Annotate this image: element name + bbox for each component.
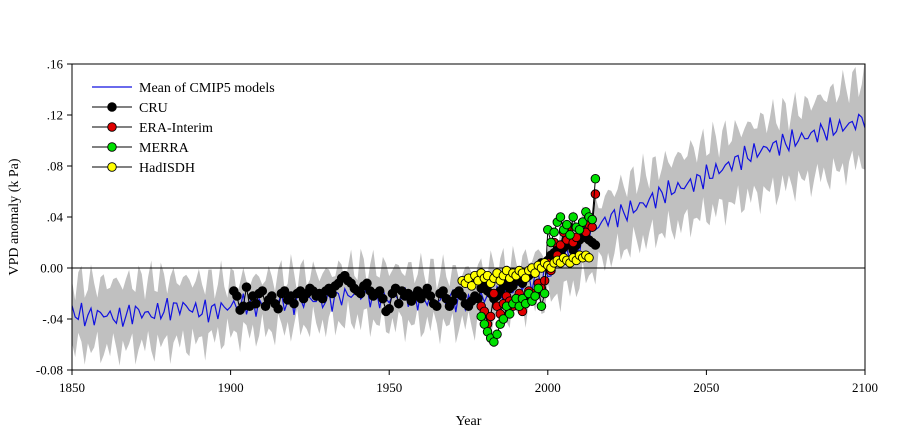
merra-point — [533, 283, 544, 294]
era-point — [489, 288, 499, 299]
legend: Mean of CMIP5 models CRU ERA-Interim MERRA H… — [92, 81, 275, 176]
legend-label: CRU — [139, 101, 168, 116]
cru-point — [232, 291, 242, 301]
legend-label: HadISDH — [139, 161, 195, 176]
x-tick-label: 2050 — [693, 380, 719, 395]
cmip5-spread-layer — [72, 64, 865, 366]
merra-point — [546, 237, 556, 248]
merra-point — [498, 314, 509, 324]
merra-point — [562, 219, 572, 230]
x-tick-label: 1850 — [59, 380, 85, 395]
y-tick-label: .16 — [47, 57, 64, 72]
legend-label: ERA-Interim — [139, 121, 213, 136]
y-tick-label: -.04 — [42, 312, 63, 327]
cru-point — [251, 298, 261, 309]
merra-series — [476, 173, 601, 347]
merra-point — [568, 212, 578, 222]
y-axis-label: VPD anomaly (k Pa) — [7, 158, 22, 275]
y-tick-label: .12 — [47, 108, 63, 123]
axis-layer: -0.08 -.04 0.00 .04 .08 .12 .16 1850 1900 1950 200… — [36, 57, 878, 396]
cru-point — [273, 304, 283, 314]
legend-item-cmip5_mean: Mean of CMIP5 models — [92, 81, 275, 96]
legend-swatch-marker — [107, 102, 117, 112]
cmip5-mean-line — [72, 113, 865, 327]
legend-swatch-marker — [107, 142, 117, 152]
x-axis-label: Year — [456, 414, 482, 429]
merra-point — [504, 309, 515, 319]
hadisdh-point — [584, 253, 594, 263]
y-tick-label: 0.00 — [40, 261, 63, 276]
cmip5-spread-band — [72, 64, 865, 366]
era-point — [555, 240, 566, 250]
cru-point — [241, 282, 252, 292]
y-tick-label: -0.08 — [36, 363, 63, 378]
merra-point — [590, 173, 601, 184]
merra-point — [565, 230, 575, 240]
cru-point — [289, 298, 299, 309]
merra-point — [536, 301, 547, 312]
cru-point — [393, 298, 404, 309]
legend-label: Mean of CMIP5 models — [139, 81, 275, 96]
merra-point — [549, 227, 559, 238]
legend-item-era: ERA-Interim — [92, 121, 213, 136]
cru-point — [257, 286, 268, 296]
merra-point — [577, 217, 588, 227]
era-point — [590, 189, 601, 199]
cmip5-mean-layer — [72, 113, 865, 327]
legend-item-hadisdh: HadISDH — [92, 161, 195, 176]
era-point — [485, 311, 496, 322]
legend-label: MERRA — [139, 141, 190, 156]
cru-point — [378, 293, 388, 304]
merra-point — [492, 329, 502, 340]
cru-point — [590, 240, 601, 250]
cru-point — [432, 301, 442, 312]
cru-point — [279, 286, 290, 296]
x-tick-label: 1900 — [218, 380, 244, 395]
merra-point — [555, 212, 566, 222]
x-tick-label: 1950 — [376, 380, 402, 395]
legend-item-merra: MERRA — [92, 141, 190, 156]
x-tick-label: 2100 — [852, 380, 878, 395]
legend-swatch-marker — [107, 162, 117, 172]
cru-point — [384, 304, 394, 314]
hadisdh-point — [466, 281, 477, 291]
observation-series-layer — [229, 173, 601, 347]
y-tick-label: .04 — [47, 210, 64, 225]
merra-point — [587, 214, 597, 225]
legend-swatch-marker — [107, 122, 117, 132]
x-tick-label: 2000 — [535, 380, 561, 395]
y-tick-label: .08 — [47, 159, 63, 174]
legend-item-cru: CRU — [92, 101, 168, 116]
merra-point — [539, 288, 550, 299]
hadisdh-series — [457, 250, 594, 291]
